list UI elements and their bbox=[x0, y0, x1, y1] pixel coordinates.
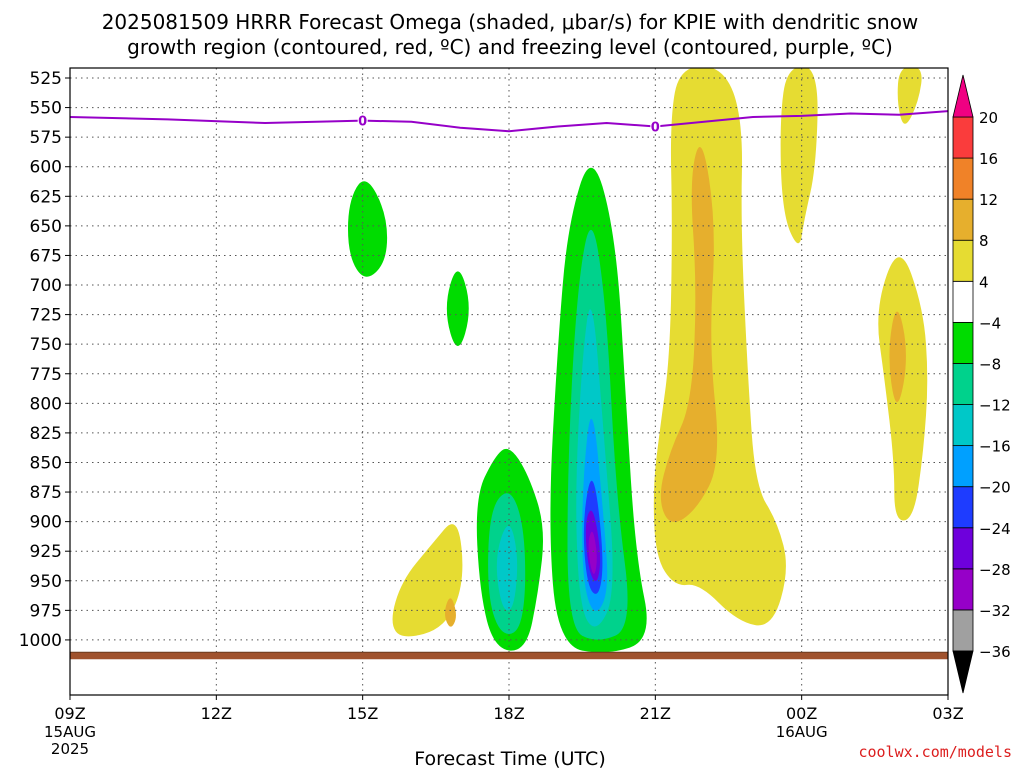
colorbar-low-arrow bbox=[952, 650, 974, 694]
x-tick-label: 18Z bbox=[493, 704, 524, 723]
colorbar-box bbox=[952, 445, 974, 488]
y-tick-label: 675 bbox=[30, 246, 62, 266]
omega-region-subsidence-02z-top bbox=[897, 68, 922, 124]
grid-lines bbox=[70, 68, 948, 695]
colorbar-box bbox=[952, 321, 974, 364]
omega-region-subsidence-16z bbox=[392, 524, 463, 637]
omega-region-updraft-17z bbox=[446, 271, 469, 346]
y-tick-label: 1000 bbox=[19, 631, 62, 651]
y-tick-label: 900 bbox=[30, 513, 62, 533]
omega-region-subsidence-22z bbox=[653, 68, 786, 626]
colorbar-label: −36 bbox=[979, 643, 1011, 661]
y-tick-label: 775 bbox=[30, 365, 62, 385]
x-tick-label: 12Z bbox=[201, 704, 232, 723]
credit-text: coolwx.com/models bbox=[858, 743, 1012, 761]
x-tick-date: 15AUG bbox=[44, 723, 96, 741]
omega-region-subsidence-02z bbox=[878, 257, 928, 521]
colorbar-box bbox=[952, 404, 974, 447]
colorbar-label: 20 bbox=[979, 109, 998, 127]
colorbar-box bbox=[952, 116, 974, 159]
x-tick-date: 16AUG bbox=[776, 723, 828, 741]
y-tick-label: 625 bbox=[30, 187, 62, 207]
colorbar-label: −32 bbox=[979, 602, 1011, 620]
pressure-axis: 525 550 575 600 625 650 675 700 725 750 775 800 825 8… bbox=[19, 69, 70, 651]
colorbar-high-arrow bbox=[952, 74, 974, 118]
freezing-level-label: 0 bbox=[651, 121, 660, 136]
x-tick-label: 15Z bbox=[347, 704, 378, 723]
colorbar-label: −20 bbox=[979, 479, 1011, 497]
y-tick-label: 875 bbox=[30, 483, 62, 503]
colorbar-box bbox=[952, 198, 974, 241]
colorbar-box bbox=[952, 280, 974, 323]
x-tick-year: 2025 bbox=[51, 740, 89, 758]
colorbar-box bbox=[952, 486, 974, 529]
colorbar-box bbox=[952, 609, 974, 652]
x-tick-label: 09Z bbox=[54, 704, 85, 723]
terrain-surface bbox=[70, 651, 948, 660]
y-tick-label: 725 bbox=[30, 306, 62, 326]
y-tick-label: 575 bbox=[30, 128, 62, 148]
y-tick-label: 850 bbox=[30, 453, 62, 473]
x-tick-label: 00Z bbox=[786, 704, 817, 723]
omega-shading bbox=[348, 68, 928, 653]
y-tick-label: 650 bbox=[30, 217, 62, 237]
y-tick-label: 750 bbox=[30, 335, 62, 355]
y-tick-label: 600 bbox=[30, 158, 62, 178]
colorbar-label: 16 bbox=[979, 150, 998, 168]
y-tick-label: 950 bbox=[30, 572, 62, 592]
colorbar: 20 16 12 8 4 −4 −8 −12 −16 −20 −24 −28 −32 −36 bbox=[952, 74, 1011, 694]
omega-region-subsidence-22z-core bbox=[660, 147, 718, 522]
freezing-level-label-bg bbox=[650, 119, 661, 134]
omega-region-updraft-18z-inner bbox=[496, 526, 518, 611]
omega-region-updraft-15z bbox=[348, 181, 388, 277]
colorbar-label: 12 bbox=[979, 191, 998, 209]
colorbar-label: −24 bbox=[979, 520, 1011, 538]
colorbar-box bbox=[952, 568, 974, 611]
x-tick-label: 03Z bbox=[932, 704, 963, 723]
colorbar-label: 8 bbox=[979, 232, 989, 250]
colorbar-label: 4 bbox=[979, 273, 989, 291]
chart-title-line2: growth region (contoured, red, ºC) and f… bbox=[127, 35, 893, 59]
freezing-level-label-bg bbox=[357, 113, 368, 128]
y-tick-label: 825 bbox=[30, 424, 62, 444]
freezing-level-line bbox=[69, 110, 949, 133]
y-tick-label: 550 bbox=[30, 99, 62, 119]
y-tick-label: 925 bbox=[30, 542, 62, 562]
omega-region-subsidence-16z-core bbox=[445, 598, 456, 627]
colorbar-box bbox=[952, 363, 974, 405]
x-tick-label: 21Z bbox=[640, 704, 671, 723]
colorbar-label: −8 bbox=[979, 355, 1001, 373]
colorbar-label: −4 bbox=[979, 314, 1001, 332]
x-axis-title: Forecast Time (UTC) bbox=[414, 748, 605, 768]
y-tick-label: 525 bbox=[30, 69, 62, 89]
terrain-band bbox=[70, 652, 948, 660]
colorbar-box bbox=[952, 157, 974, 200]
colorbar-label: −12 bbox=[979, 397, 1011, 415]
colorbar-box bbox=[952, 239, 974, 282]
colorbar-label: −16 bbox=[979, 438, 1011, 456]
y-tick-label: 700 bbox=[30, 276, 62, 296]
chart-title-line1: 2025081509 HRRR Forecast Omega (shaded, … bbox=[102, 10, 919, 34]
omega-region-subsidence-00z bbox=[780, 68, 818, 244]
y-tick-label: 800 bbox=[30, 394, 62, 414]
colorbar-box bbox=[952, 527, 974, 570]
colorbar-label: −28 bbox=[979, 561, 1011, 579]
freezing-level-label: 0 bbox=[358, 115, 367, 130]
omega-region-subsidence-02z-core bbox=[889, 311, 906, 403]
y-tick-label: 975 bbox=[30, 601, 62, 621]
omega-region-updraft-20z-core bbox=[588, 531, 597, 574]
